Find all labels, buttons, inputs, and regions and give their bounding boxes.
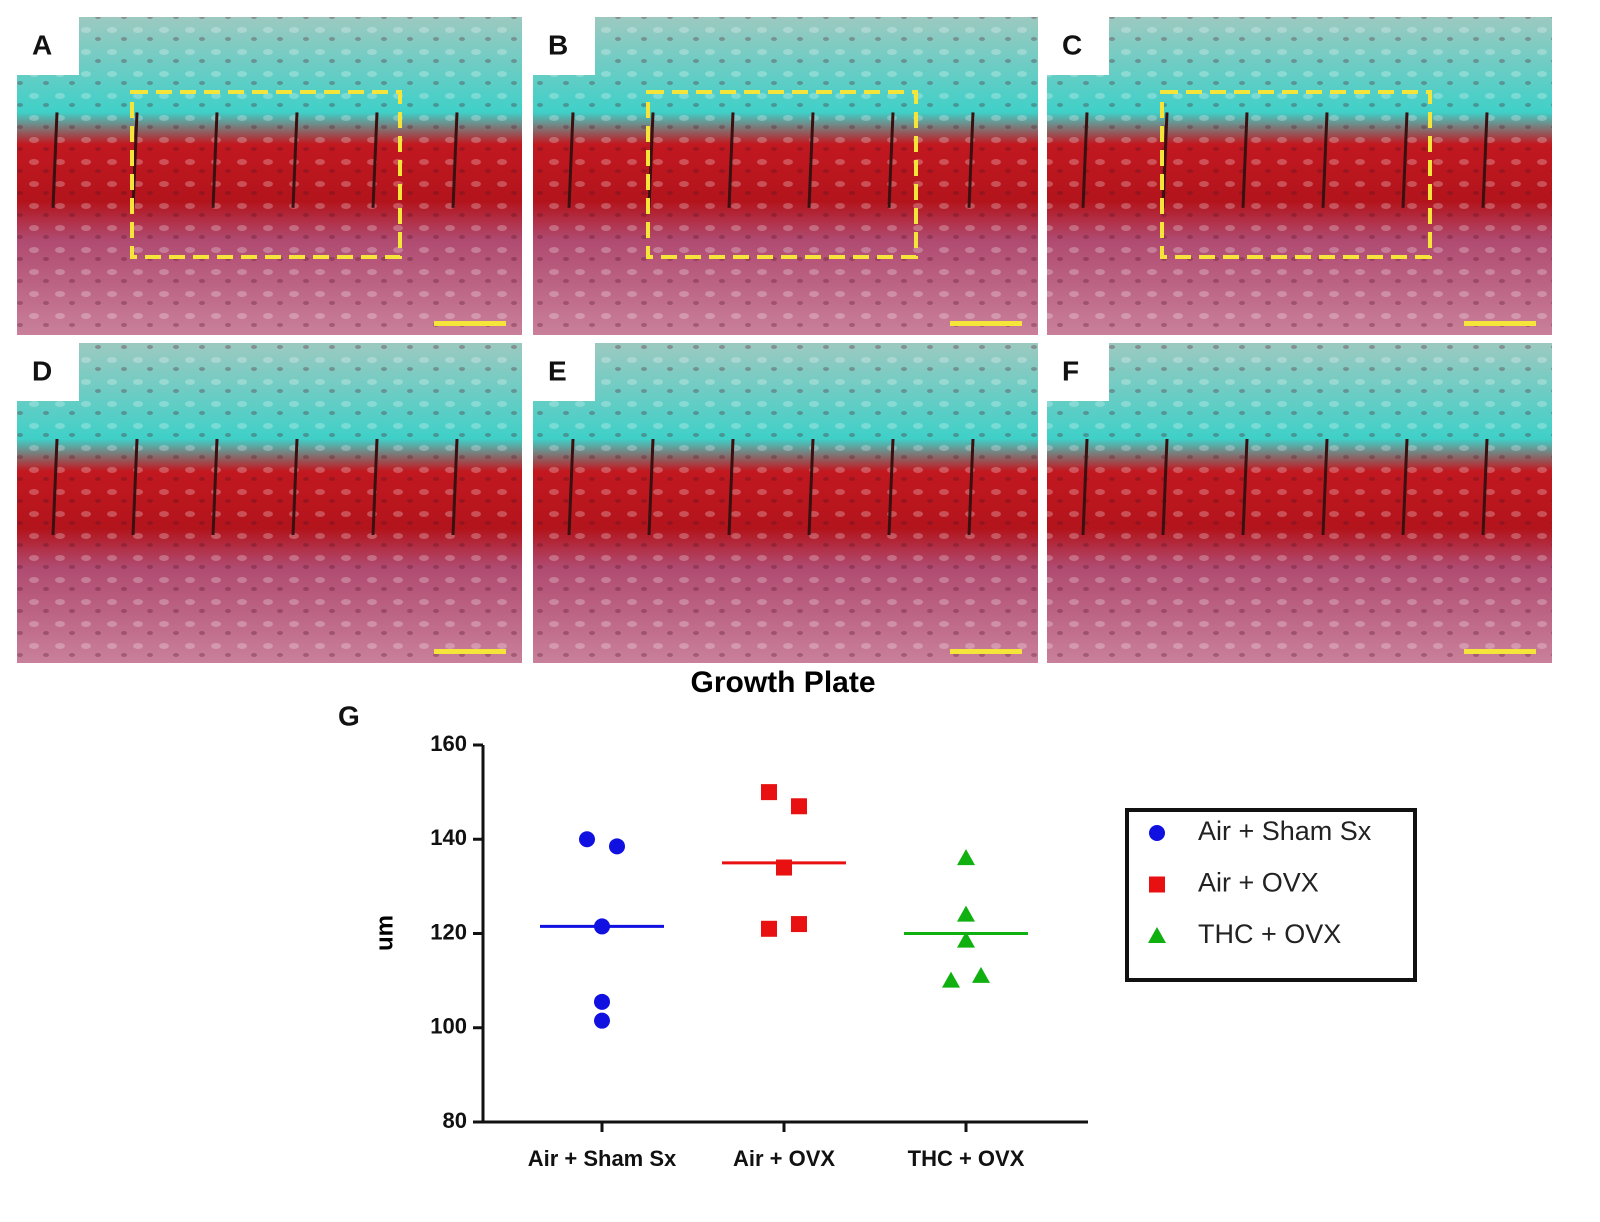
data-point — [609, 838, 625, 855]
scale-bar — [1464, 321, 1536, 326]
legend-label: Air + Sham Sx — [1198, 816, 1372, 846]
vessel — [1401, 438, 1409, 536]
data-point — [791, 798, 807, 815]
vessel — [1241, 438, 1249, 536]
panel-label: E — [548, 355, 567, 386]
histology-texture — [533, 343, 1038, 663]
chart-title: Growth Plate — [690, 666, 875, 699]
data-point — [1149, 825, 1165, 841]
legend-box — [1125, 808, 1417, 982]
data-point — [957, 905, 975, 922]
label-bg — [17, 17, 79, 75]
vessel — [1401, 112, 1409, 208]
roi-box — [1160, 90, 1432, 259]
x-tick-label: Air + OVX — [733, 1146, 835, 1171]
legend-label: Air + OVX — [1198, 868, 1319, 898]
y-tick-label: 160 — [430, 731, 467, 756]
y-tick-label: 140 — [430, 825, 467, 850]
panel-label: D — [32, 355, 52, 386]
vessel — [291, 112, 299, 208]
data-point — [957, 931, 975, 948]
vessel — [131, 438, 139, 536]
vessel — [1481, 438, 1489, 536]
x-tick-label: Air + Sham Sx — [528, 1146, 677, 1171]
data-point — [579, 831, 595, 848]
scale-bar — [950, 649, 1022, 654]
label-bg — [1047, 343, 1109, 401]
vessel — [211, 112, 219, 208]
data-point — [594, 993, 610, 1010]
vessel — [1161, 438, 1169, 536]
vessel — [967, 112, 975, 208]
histology-texture — [1047, 343, 1552, 663]
scale-bar — [1464, 649, 1536, 654]
vessel — [1161, 112, 1169, 208]
data-point — [1148, 927, 1166, 943]
vessel — [887, 112, 895, 208]
roi-box — [646, 90, 918, 259]
vessel — [291, 438, 299, 536]
x-tick-label: THC + OVX — [908, 1146, 1025, 1171]
vessel — [1241, 112, 1249, 208]
panel-label: A — [32, 29, 52, 60]
label-bg — [533, 343, 595, 401]
scale-bar — [434, 649, 506, 654]
histology-texture — [1047, 17, 1552, 335]
vessel — [1321, 438, 1329, 536]
data-point — [942, 971, 960, 988]
vessel — [51, 438, 59, 536]
data-point — [957, 849, 975, 866]
panel-label: F — [1062, 355, 1079, 386]
vessel — [567, 438, 575, 536]
legend-label: THC + OVX — [1198, 919, 1341, 949]
y-tick-label: 100 — [430, 1014, 467, 1039]
y-axis-label: um — [371, 915, 398, 951]
vessel — [647, 438, 655, 536]
data-point — [761, 784, 777, 801]
y-tick-label: 120 — [430, 919, 467, 944]
data-point — [776, 859, 792, 876]
data-point — [972, 966, 990, 983]
data-point — [594, 918, 610, 935]
panel-label: B — [548, 29, 568, 60]
vessel — [807, 112, 815, 208]
vessel — [1081, 438, 1089, 536]
vessel — [451, 438, 459, 536]
vessel — [1481, 112, 1489, 208]
vessel — [1081, 112, 1089, 208]
vessel — [371, 438, 379, 536]
vessel — [131, 112, 139, 208]
histology-panels: A B C D E F — [17, 17, 1552, 663]
histology-texture — [17, 343, 522, 663]
vessel — [211, 438, 219, 536]
vessel — [371, 112, 379, 208]
data-point — [1149, 876, 1165, 893]
data-point — [594, 1012, 610, 1029]
vessel — [51, 112, 59, 208]
scale-bar — [434, 321, 506, 326]
label-bg — [533, 17, 595, 75]
panel-label: G — [338, 700, 360, 731]
vessel — [727, 112, 735, 208]
vessel — [1321, 112, 1329, 208]
vessel — [567, 112, 575, 208]
scale-bar — [950, 321, 1022, 326]
roi-box — [130, 90, 402, 259]
vessel — [887, 438, 895, 536]
vessel — [807, 438, 815, 536]
label-bg — [17, 343, 79, 401]
vessel — [727, 438, 735, 536]
histology-texture — [533, 17, 1038, 335]
histology-texture — [17, 17, 522, 335]
vessel — [451, 112, 459, 208]
vessel — [967, 438, 975, 536]
vessel — [647, 112, 655, 208]
data-point — [761, 920, 777, 937]
label-bg — [1047, 17, 1109, 75]
y-tick-label: 80 — [443, 1108, 467, 1133]
data-point — [791, 916, 807, 933]
panel-label: C — [1062, 29, 1082, 60]
